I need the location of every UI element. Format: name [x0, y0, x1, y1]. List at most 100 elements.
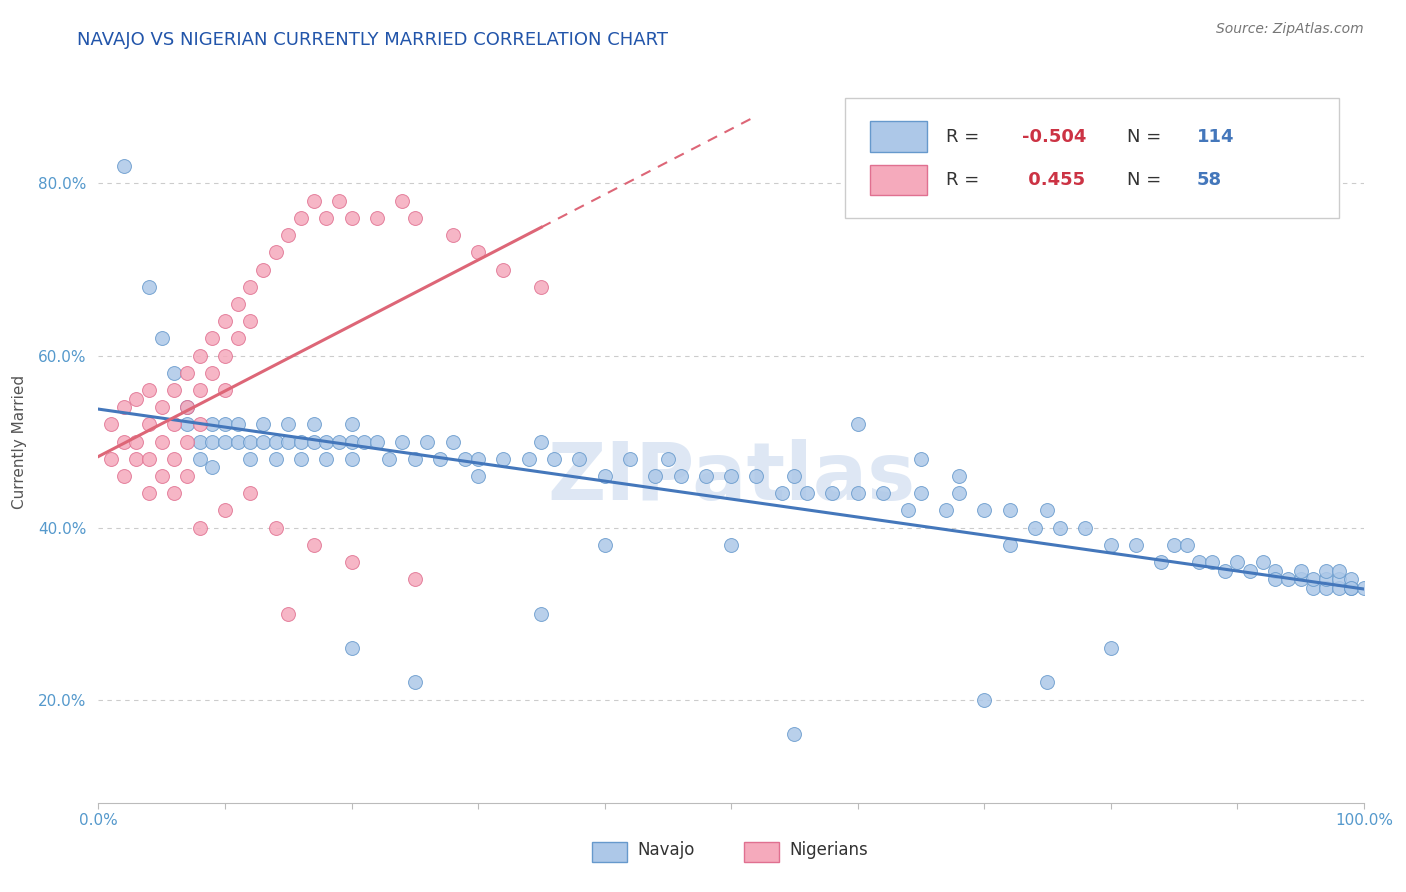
Point: [1099, 640, 1122, 655]
Point: [112, 434, 135, 449]
FancyBboxPatch shape: [744, 842, 779, 862]
Point: [163, 417, 186, 432]
Point: [302, 194, 325, 208]
Point: [264, 434, 287, 449]
Point: [340, 417, 363, 432]
Point: [340, 640, 363, 655]
Text: R =: R =: [946, 171, 986, 189]
Point: [1353, 581, 1375, 595]
Point: [226, 331, 249, 345]
Point: [277, 434, 299, 449]
Point: [125, 392, 148, 406]
Point: [239, 314, 262, 328]
Point: [593, 469, 616, 483]
Text: 114: 114: [1197, 128, 1234, 145]
Point: [543, 451, 565, 466]
Point: [176, 434, 198, 449]
Point: [530, 279, 553, 293]
Point: [290, 211, 312, 225]
Point: [1175, 538, 1198, 552]
Point: [112, 159, 135, 173]
Point: [163, 451, 186, 466]
Point: [846, 486, 869, 500]
Point: [112, 469, 135, 483]
Point: [112, 400, 135, 414]
Point: [100, 417, 122, 432]
Point: [1327, 564, 1350, 578]
Point: [593, 538, 616, 552]
Point: [150, 434, 173, 449]
Point: [404, 572, 426, 586]
Point: [404, 675, 426, 690]
Point: [214, 434, 236, 449]
Point: [1264, 572, 1286, 586]
Point: [150, 331, 173, 345]
Text: Source: ZipAtlas.com: Source: ZipAtlas.com: [1216, 22, 1364, 37]
Point: [138, 417, 160, 432]
Point: [100, 451, 122, 466]
Point: [568, 451, 591, 466]
Point: [935, 503, 957, 517]
Point: [1213, 564, 1236, 578]
Point: [872, 486, 894, 500]
Text: ZIPatlas: ZIPatlas: [547, 439, 915, 516]
Text: R =: R =: [946, 128, 986, 145]
Point: [1074, 520, 1097, 534]
Point: [1125, 538, 1147, 552]
Point: [340, 451, 363, 466]
Point: [1289, 564, 1312, 578]
Point: [1036, 675, 1059, 690]
Point: [163, 383, 186, 397]
Point: [1024, 520, 1046, 534]
Point: [998, 503, 1021, 517]
Point: [188, 451, 211, 466]
Point: [176, 400, 198, 414]
Point: [1049, 520, 1071, 534]
Point: [239, 279, 262, 293]
Point: [821, 486, 844, 500]
Point: [264, 451, 287, 466]
Point: [176, 400, 198, 414]
Point: [188, 434, 211, 449]
Point: [302, 538, 325, 552]
Point: [619, 451, 641, 466]
Point: [1327, 572, 1350, 586]
Point: [378, 451, 401, 466]
Point: [467, 245, 489, 260]
Point: [252, 434, 274, 449]
Point: [138, 451, 160, 466]
Text: 0.455: 0.455: [1022, 171, 1085, 189]
Point: [214, 349, 236, 363]
Point: [366, 211, 388, 225]
Point: [150, 400, 173, 414]
Point: [214, 503, 236, 517]
Point: [1201, 555, 1223, 569]
Text: NAVAJO VS NIGERIAN CURRENTLY MARRIED CORRELATION CHART: NAVAJO VS NIGERIAN CURRENTLY MARRIED COR…: [77, 31, 668, 49]
Point: [201, 366, 224, 380]
Point: [252, 417, 274, 432]
Point: [201, 417, 224, 432]
Point: [657, 451, 679, 466]
Point: [1340, 581, 1362, 595]
Text: -0.504: -0.504: [1022, 128, 1087, 145]
Point: [783, 469, 806, 483]
Point: [277, 607, 299, 621]
Point: [328, 434, 350, 449]
Text: Navajo: Navajo: [637, 841, 695, 859]
Point: [328, 194, 350, 208]
Point: [517, 451, 540, 466]
Point: [163, 366, 186, 380]
Point: [163, 486, 186, 500]
Point: [188, 383, 211, 397]
Point: [226, 417, 249, 432]
Point: [226, 297, 249, 311]
Point: [391, 434, 413, 449]
Point: [226, 434, 249, 449]
Point: [340, 211, 363, 225]
Point: [138, 486, 160, 500]
Point: [530, 607, 553, 621]
Point: [1277, 572, 1299, 586]
Point: [340, 434, 363, 449]
Point: [239, 434, 262, 449]
Point: [1036, 503, 1059, 517]
